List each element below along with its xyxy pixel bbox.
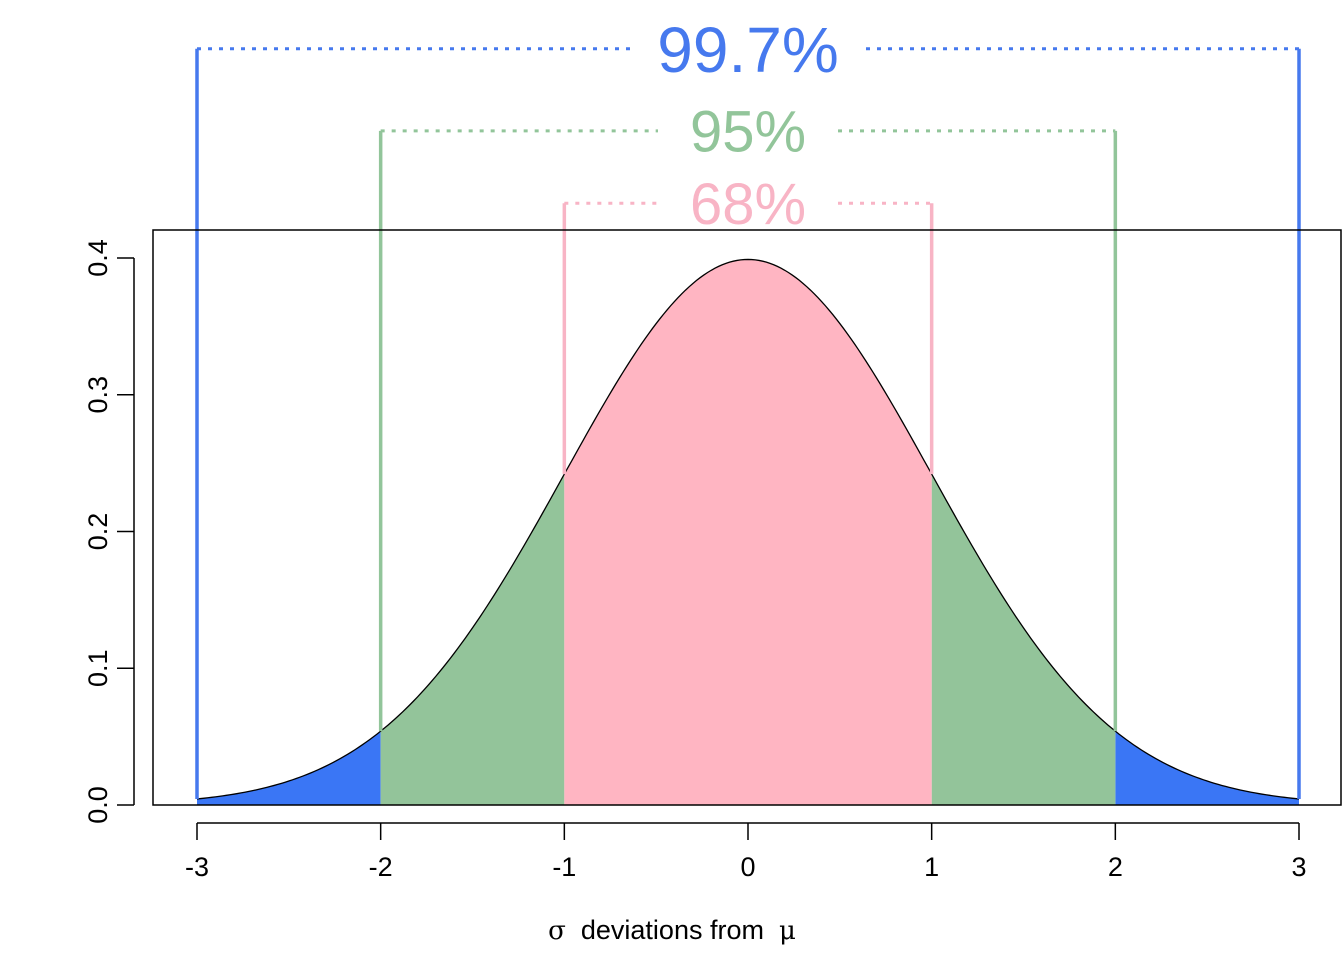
bracket-label-0: 99.7% bbox=[657, 14, 838, 86]
x-axis-title-text: deviations from bbox=[580, 915, 764, 945]
shaded-region-4 bbox=[564, 259, 932, 805]
sigma-symbol: σ bbox=[548, 916, 566, 946]
density-curve-layer bbox=[196, 258, 1300, 800]
density-curve bbox=[196, 258, 1300, 800]
x-tick-label-5: 2 bbox=[1108, 852, 1123, 882]
shaded-region-3 bbox=[931, 474, 1116, 805]
x-tick-label-3: 0 bbox=[740, 852, 755, 882]
bracket-label-2: 68% bbox=[690, 172, 806, 237]
x-tick-label-6: 3 bbox=[1291, 852, 1306, 882]
shaded-region-0 bbox=[197, 731, 381, 805]
bracket-label-1: 95% bbox=[690, 100, 806, 165]
y-tick-label-4: 0.4 bbox=[83, 239, 113, 277]
x-tick-label-1: -2 bbox=[369, 852, 393, 882]
y-tick-label-2: 0.2 bbox=[83, 513, 113, 551]
shaded-region-2 bbox=[380, 474, 565, 805]
y-axis: 0.0 0.1 0.2 0.3 0.4 bbox=[83, 239, 135, 824]
x-axis-title: σ deviations from μ bbox=[0, 915, 1344, 946]
mu-symbol: μ bbox=[778, 916, 796, 946]
y-tick-label-1: 0.1 bbox=[83, 649, 113, 687]
percentage-brackets: 99.7% 95% 68% bbox=[195, 14, 1301, 799]
shaded-regions bbox=[197, 259, 1299, 805]
y-tick-label-3: 0.3 bbox=[83, 376, 113, 414]
x-axis: -3 -2 -1 0 1 2 3 bbox=[185, 822, 1307, 882]
x-tick-label-4: 1 bbox=[924, 852, 939, 882]
shaded-region-1 bbox=[1115, 731, 1299, 805]
plot-frame bbox=[152, 229, 1342, 806]
x-tick-label-0: -3 bbox=[185, 852, 209, 882]
x-tick-label-2: -1 bbox=[552, 852, 576, 882]
y-tick-label-0: 0.0 bbox=[83, 786, 113, 824]
